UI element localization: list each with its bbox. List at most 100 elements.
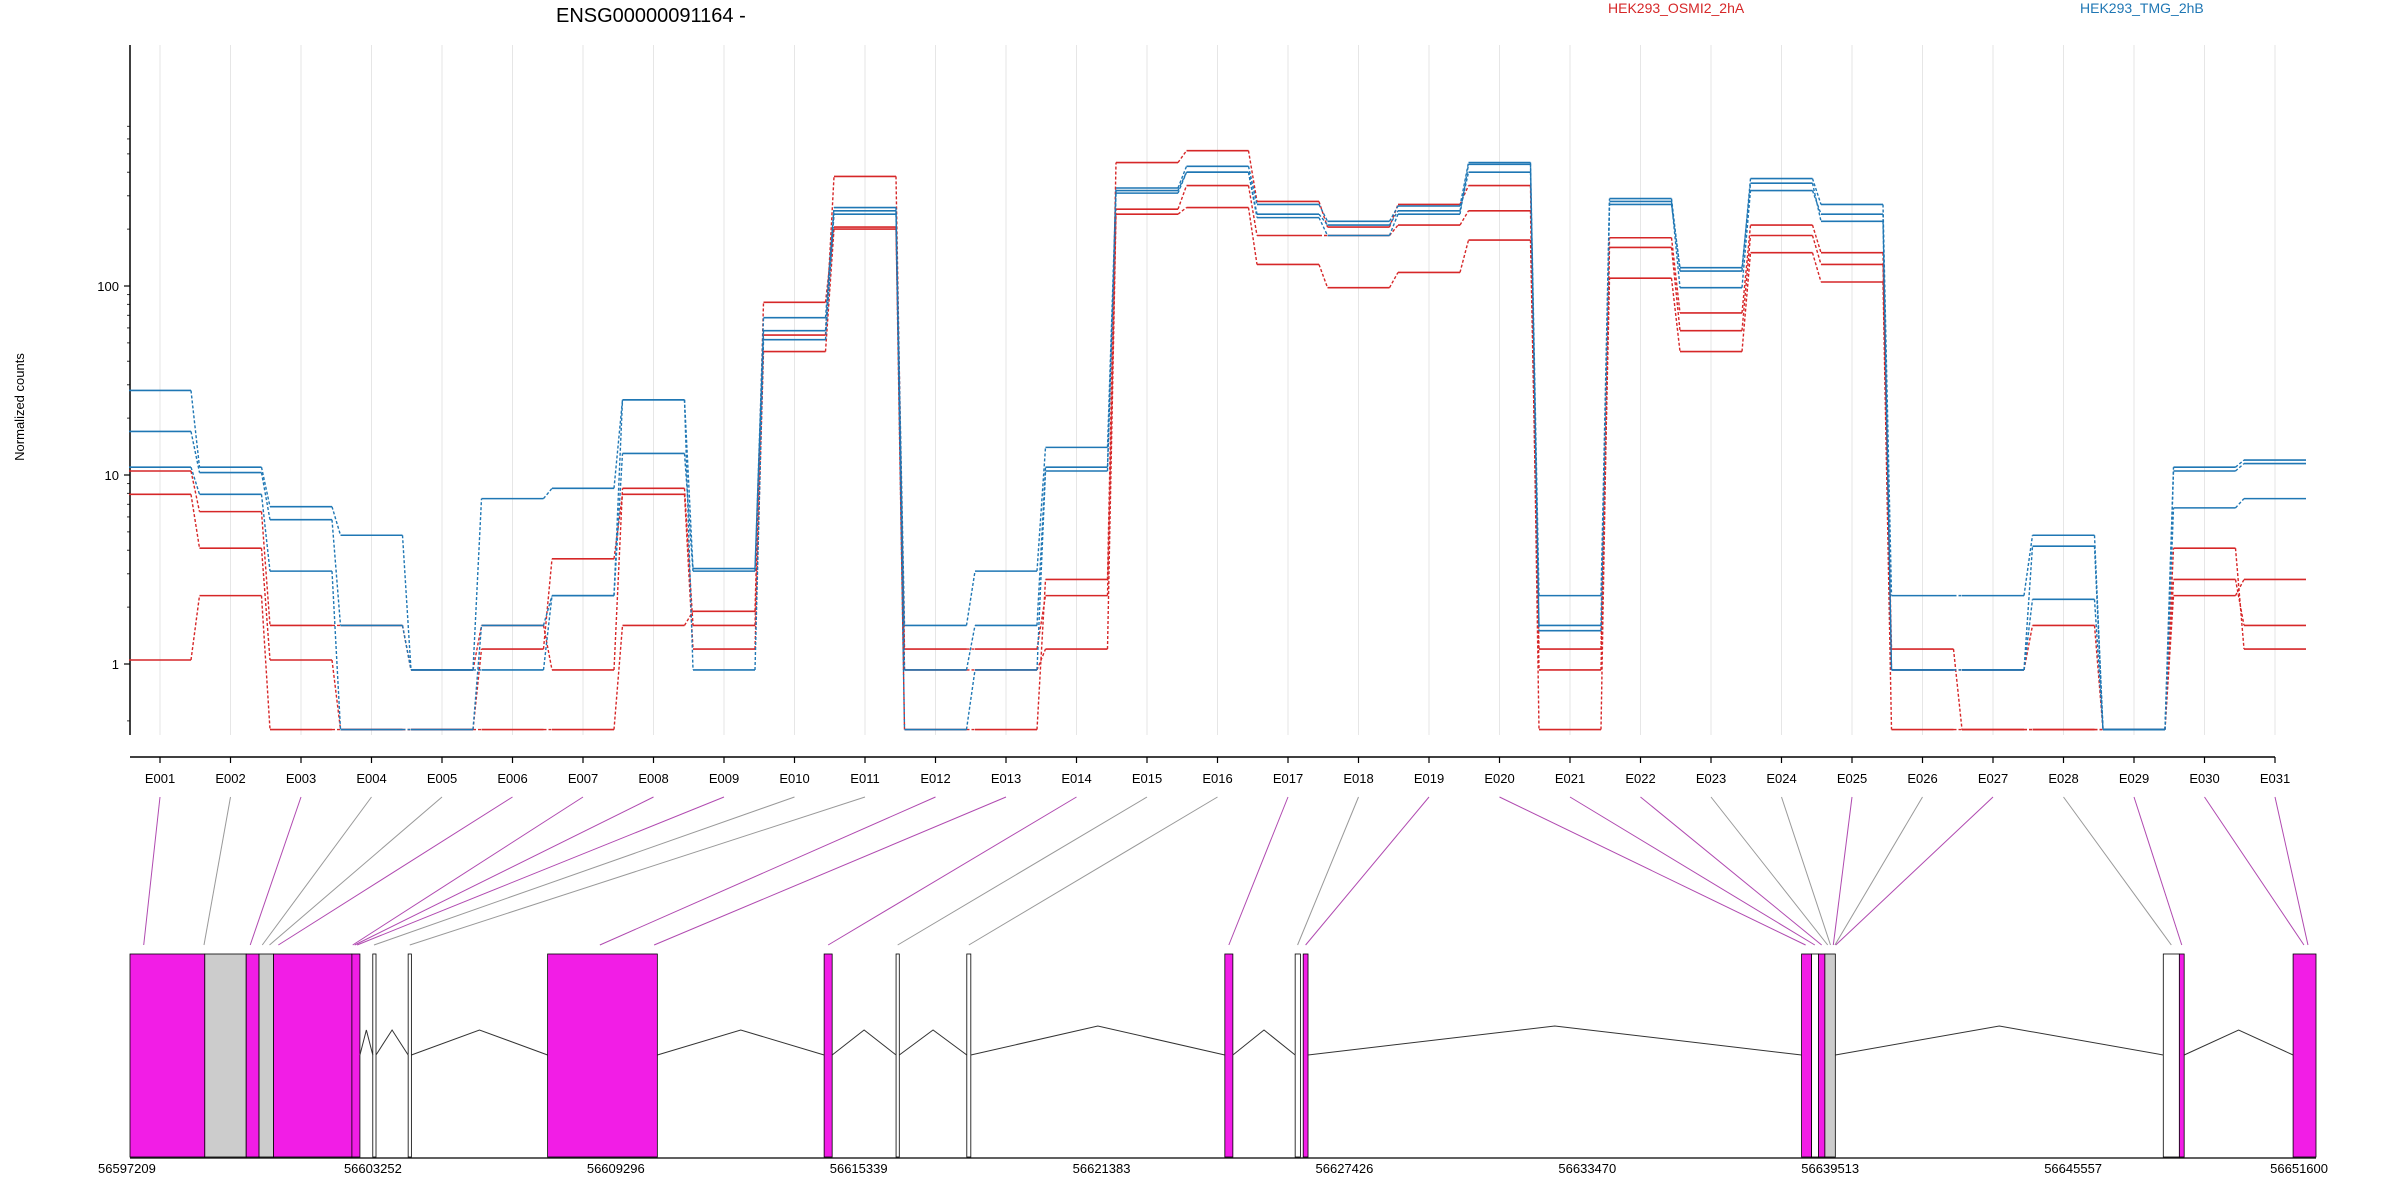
series-transition bbox=[542, 595, 553, 671]
intron-line bbox=[1232, 1029, 1296, 1056]
series-transition bbox=[1459, 162, 1470, 207]
exon-box bbox=[966, 953, 972, 1158]
exon-connector bbox=[2063, 796, 2172, 946]
exon-box bbox=[1818, 953, 1826, 1158]
exon-connector bbox=[352, 796, 584, 946]
exon-connector bbox=[356, 796, 725, 946]
exon-box bbox=[273, 953, 353, 1158]
exon-connector bbox=[968, 796, 1218, 946]
series-transition bbox=[2093, 599, 2104, 730]
x-tick-label: E021 bbox=[1555, 771, 1585, 786]
series-transition bbox=[2234, 579, 2245, 626]
series-transition bbox=[472, 498, 483, 670]
exon-connector bbox=[827, 796, 1077, 946]
series-transition bbox=[683, 399, 694, 569]
series-lines bbox=[129, 149, 2306, 731]
legend-entry-group-a: HEK293_OSMI2_2hA bbox=[1608, 0, 1745, 16]
exon-box bbox=[245, 953, 260, 1158]
series-transition bbox=[1670, 247, 1681, 331]
x-tick-label: E004 bbox=[356, 771, 386, 786]
exon-connector-lines bbox=[143, 796, 2309, 946]
series-transition bbox=[1459, 239, 1470, 273]
x-tick-label: E011 bbox=[850, 771, 879, 786]
series-transition bbox=[260, 472, 271, 520]
series-transition bbox=[1177, 171, 1188, 194]
x-tick-label: E010 bbox=[779, 771, 809, 786]
y-tick-label: 1 bbox=[112, 657, 119, 672]
coordinate-label: 56597209 bbox=[98, 1161, 156, 1176]
coordinate-label: 56603252 bbox=[344, 1161, 402, 1176]
x-tick-label: E029 bbox=[2119, 771, 2149, 786]
exon-box bbox=[351, 953, 361, 1158]
exon-box bbox=[895, 953, 900, 1158]
series-transition bbox=[613, 399, 624, 596]
series-transition bbox=[1388, 205, 1399, 222]
series-transition bbox=[1388, 213, 1399, 236]
series-transition bbox=[1177, 207, 1187, 215]
series-transition bbox=[1811, 178, 1822, 205]
exon-connector bbox=[143, 796, 161, 946]
x-tick-label: E009 bbox=[709, 771, 739, 786]
series-transition bbox=[1741, 252, 1752, 352]
intron-line bbox=[970, 1025, 1225, 1056]
series-transition bbox=[965, 669, 976, 730]
series-transition bbox=[2234, 498, 2245, 509]
series-transition bbox=[2234, 548, 2245, 650]
exon-connector bbox=[1834, 796, 1923, 946]
x-tick-label: E026 bbox=[1907, 771, 1937, 786]
series-transition bbox=[683, 610, 694, 626]
exon-connector bbox=[261, 796, 372, 946]
exon-box bbox=[2162, 953, 2180, 1158]
series-transition bbox=[2093, 546, 2104, 730]
x-tick-label: E030 bbox=[2189, 771, 2219, 786]
y-axis-label: Normalized counts bbox=[12, 353, 27, 461]
series-transition bbox=[331, 659, 342, 730]
series-transition bbox=[190, 390, 201, 468]
exon-connector bbox=[1835, 796, 1994, 946]
series-transition bbox=[260, 548, 271, 661]
exon-connector bbox=[2204, 796, 2305, 946]
series-transition bbox=[1811, 183, 1822, 222]
exon-connector bbox=[2133, 796, 2183, 946]
exon-connector bbox=[354, 796, 654, 946]
series-transition bbox=[401, 625, 412, 671]
exon-connector bbox=[1832, 796, 1853, 946]
x-tick-label: E008 bbox=[638, 771, 668, 786]
x-tick-label: E024 bbox=[1766, 771, 1796, 786]
series-transition bbox=[1459, 164, 1470, 215]
exon-box bbox=[823, 953, 833, 1158]
series-transition bbox=[260, 494, 271, 572]
series-transition bbox=[1388, 272, 1399, 288]
genomic-coordinate-axis: 56597209 56603252 56609296 56615339 56621383… bbox=[98, 1157, 2328, 1176]
series-transition bbox=[1318, 213, 1329, 226]
x-tick-label: E005 bbox=[427, 771, 457, 786]
series-transition bbox=[1741, 235, 1752, 331]
exon-connector bbox=[1305, 796, 1430, 946]
series-transition bbox=[1952, 648, 1963, 730]
exon-box bbox=[1224, 953, 1234, 1158]
x-tick-label: E022 bbox=[1625, 771, 1655, 786]
x-tick-label: E031 bbox=[2260, 771, 2290, 786]
x-tick-label: E019 bbox=[1414, 771, 1444, 786]
exon-connector bbox=[278, 796, 513, 946]
series-transition bbox=[190, 494, 201, 549]
series-transition bbox=[1670, 201, 1681, 288]
series-transition bbox=[754, 339, 765, 670]
series-transition bbox=[1177, 185, 1188, 210]
series-transition bbox=[260, 595, 271, 730]
series-transition bbox=[613, 488, 624, 670]
x-tick-label: E017 bbox=[1273, 771, 1303, 786]
series-transition bbox=[1811, 190, 1822, 215]
exon-box bbox=[129, 953, 206, 1158]
exon-connector bbox=[1499, 796, 1806, 946]
exon-connector bbox=[1297, 796, 1359, 946]
exon-connector bbox=[249, 796, 302, 946]
exon-connector bbox=[269, 796, 443, 946]
x-tick-label: E028 bbox=[2048, 771, 2078, 786]
series-transition bbox=[190, 595, 201, 661]
exon-connector bbox=[409, 796, 866, 946]
series-transition bbox=[895, 214, 906, 730]
series-transition bbox=[1106, 214, 1117, 650]
intron-line bbox=[359, 1029, 374, 1056]
